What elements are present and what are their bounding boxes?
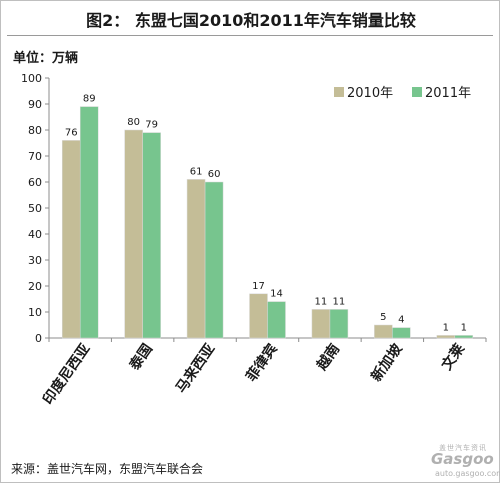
bar-2010年 [311,309,331,339]
y-tick-label: 50 [28,202,42,215]
bar-2011年 [454,335,474,339]
category-label: 新加坡 [368,340,407,385]
bar-2010年 [124,129,143,339]
bar-2011年 [329,309,349,339]
gasgoo-watermark: 盖世汽车资讯 Gasgoo auto.gasgoo.com [421,441,500,481]
bar-2011年 [204,181,224,339]
data-label: 80 [127,117,140,128]
data-label: 79 [145,120,158,131]
category-label: 菲律宾 [243,341,281,385]
y-tick-label: 100 [21,72,42,85]
y-tick-label: 70 [28,150,42,163]
category-label: 印度尼西亚 [39,341,93,408]
data-label: 17 [252,281,265,292]
data-label: 11 [315,296,328,307]
bar-2011年 [79,106,99,339]
watermark-url: auto.gasgoo.com [435,469,500,478]
watermark-cn: 盖世汽车资讯 [439,444,487,452]
category-label: 文莱 [438,341,468,374]
data-label: 4 [398,315,404,326]
bar-2010年 [374,324,393,339]
category-label: 越南 [313,341,344,375]
data-label: 89 [83,94,96,105]
bar-2011年 [267,301,286,339]
bar-2011年 [142,132,161,339]
chart-title: 图2： 东盟七国2010和2011年汽车销量比较 [86,11,416,30]
title-divider [7,35,493,36]
y-tick-label: 80 [28,124,42,137]
data-label: 14 [270,289,283,300]
data-label: 76 [65,127,78,138]
data-label: 1 [443,322,449,333]
bar-2010年 [186,179,206,339]
bar-2011年 [392,327,411,339]
y-tick-label: 30 [28,254,42,267]
bar-2010年 [436,335,456,339]
watermark-logo: Gasgoo [431,450,494,468]
y-tick-label: 90 [28,98,42,111]
legend-swatch [412,87,422,97]
legend-label: 2010年 [347,86,393,101]
legend-swatch [334,87,344,97]
data-label: 5 [380,312,386,323]
y-tick-label: 60 [28,176,42,189]
legend-label: 2011年 [425,86,471,101]
y-tick-label: 20 [28,280,42,293]
y-tick-label: 40 [28,228,42,241]
bar-2010年 [249,293,268,339]
source-note: 来源：盖世汽车网，东盟汽车联合会 [11,462,204,476]
y-tick-label: 0 [35,332,42,345]
data-label: 61 [190,166,203,177]
data-label: 60 [208,169,221,180]
data-label: 11 [333,296,346,307]
data-label: 1 [461,322,467,333]
y-tick-label: 10 [28,306,42,319]
bar-2010年 [61,140,81,339]
category-label: 泰国 [125,341,156,375]
category-label: 马来西亚 [173,341,218,396]
unit-label: 单位：万辆 [13,51,79,66]
